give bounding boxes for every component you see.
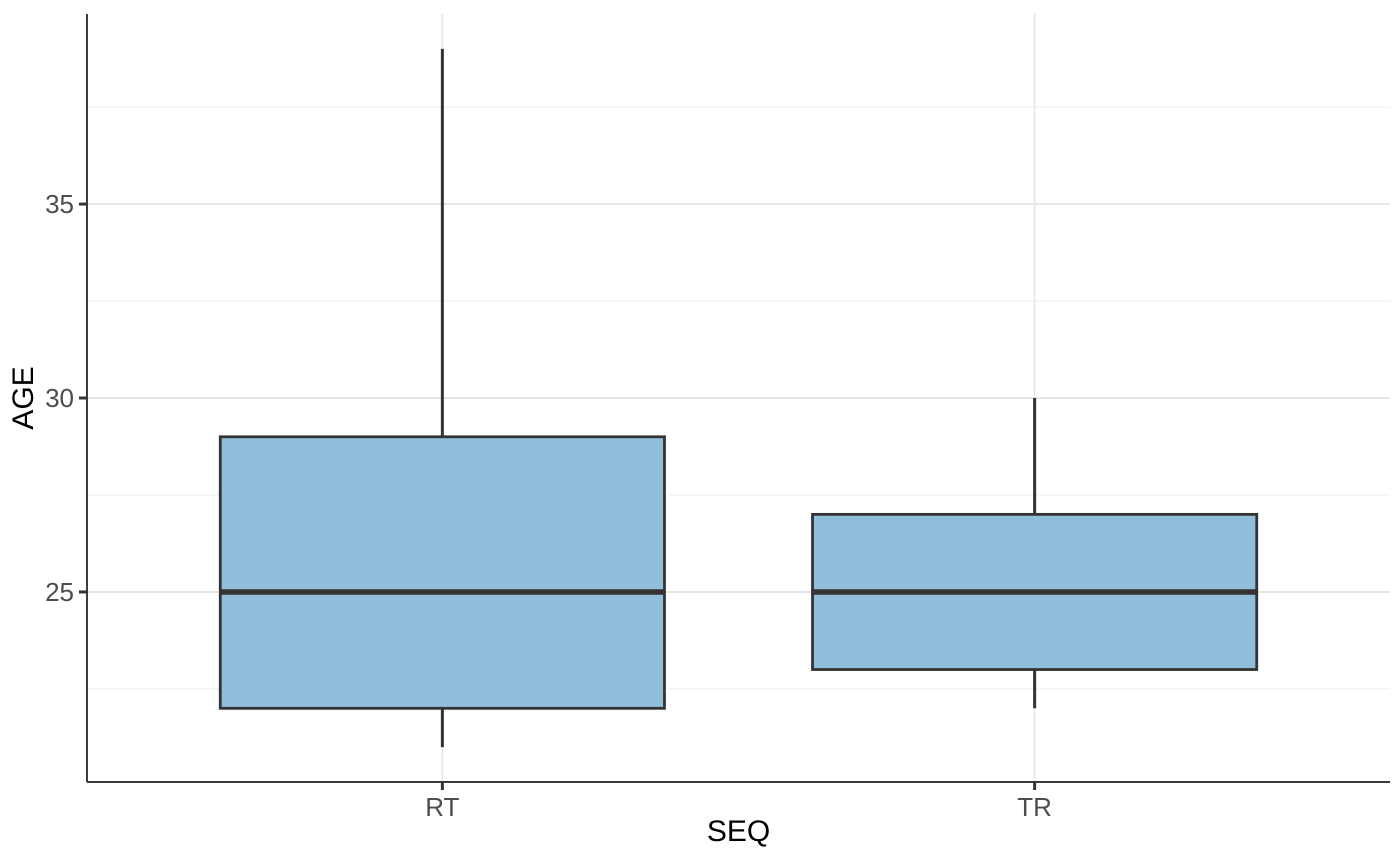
y-axis-title: AGE [7,366,40,430]
x-tick-label: TR [1017,792,1052,822]
x-tick-label: RT [425,792,459,822]
x-axis-title: SEQ [706,815,771,848]
y-tick-label: 25 [45,577,74,607]
y-tick-label: 35 [45,189,74,219]
box-rt [218,435,666,710]
y-tick-label: 30 [45,383,74,413]
